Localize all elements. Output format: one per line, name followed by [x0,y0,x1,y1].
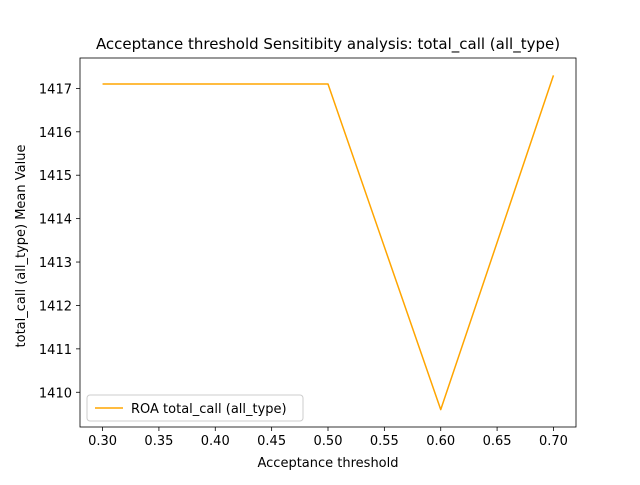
legend-box [86,394,304,422]
legend: ROA total_call (all_type) [86,394,304,422]
x-tick-label: 0.50 [314,434,343,449]
x-tick-label: 0.70 [539,434,568,449]
x-tick-label: 0.40 [201,434,230,449]
x-tick-label: 0.35 [144,434,173,449]
x-tick-label: 0.30 [88,434,117,449]
y-tick-label: 1412 [39,299,72,314]
plot-frame [79,57,577,428]
y-axis-label: total_call (all_type) Mean Value [14,145,29,348]
x-axis-label: Acceptance threshold [257,456,398,471]
y-tick-label: 1414 [39,213,72,228]
plot-area: 0.30 0.35 0.40 0.45 0.50 0.55 0.60 0.65 0.70 1410… [39,57,577,449]
y-tick-label: 1413 [39,256,72,271]
series-line-0 [102,75,555,411]
y-tick-label: 1411 [39,343,72,358]
y-tick-label: 1410 [39,386,72,401]
x-tick-label: 0.55 [370,434,399,449]
x-tick-label: 0.65 [483,434,512,449]
x-tick-label: 0.60 [426,434,455,449]
chart-title: Acceptance threshold Sensitibity analysi… [96,35,560,54]
legend-label: ROA total_call (all_type) [131,402,287,417]
x-tick-label: 0.45 [257,434,286,449]
y-tick-label: 1416 [39,126,72,141]
y-tick-label: 1417 [39,82,72,97]
y-tick-label: 1415 [39,169,72,184]
